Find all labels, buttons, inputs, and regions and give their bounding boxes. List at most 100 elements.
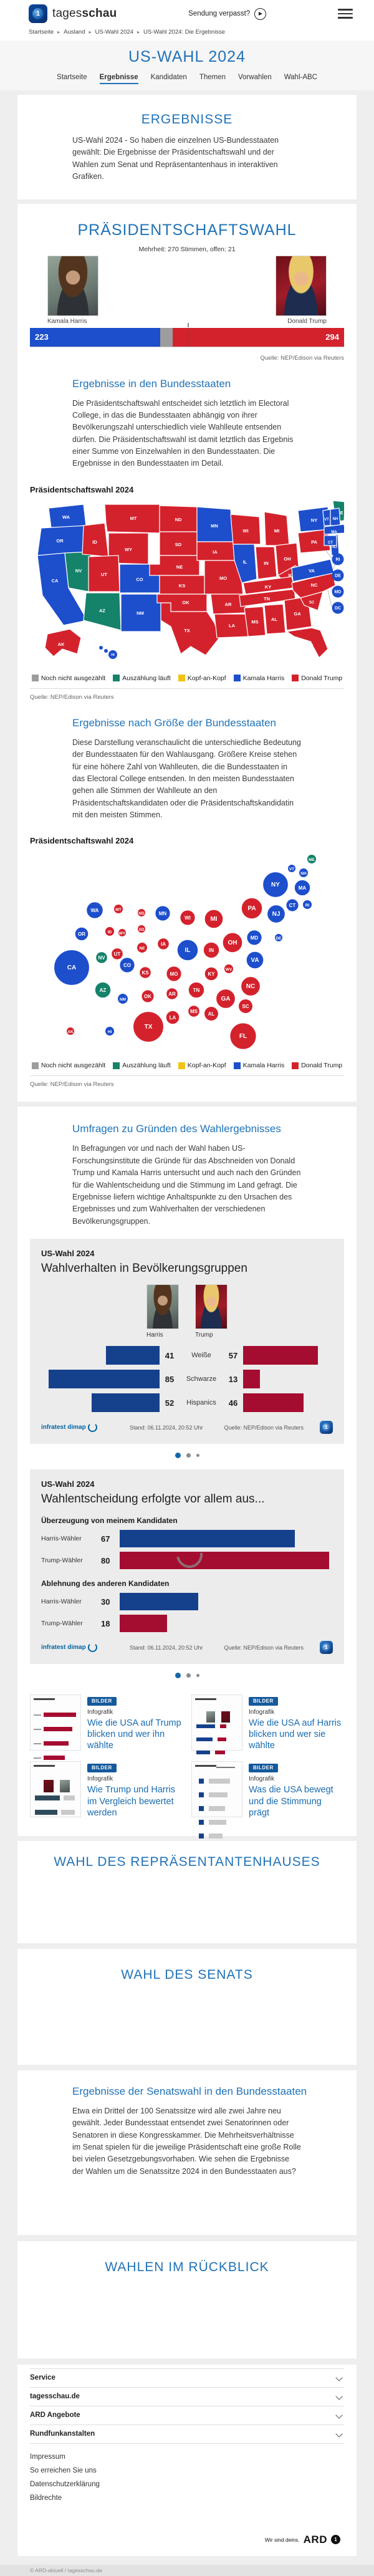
bubble-state-MD[interactable] [246,930,263,946]
state-MD[interactable] [332,585,344,598]
state-MS[interactable] [244,606,266,637]
state-HI[interactable] [104,648,108,653]
teaser-title[interactable]: Wie die USA auf Trump blicken und wer ih… [87,1718,181,1751]
bubble-state-AR[interactable] [165,988,179,1001]
tab-startseite[interactable]: Startseite [57,74,87,81]
bubble-state-IN[interactable] [203,941,220,959]
state-NM[interactable] [120,594,161,632]
bubble-state-ME[interactable] [306,853,317,865]
bubble-state-AL[interactable] [203,1006,219,1022]
state-IN[interactable] [255,546,277,580]
teaser-card[interactable]: BILDER Infografik Wie die USA auf Harris b… [191,1694,344,1781]
bubble-state-AZ[interactable] [94,981,112,999]
breadcrumb-item[interactable]: US-Wahl 2024: Die Ergebnisse [143,29,226,36]
state-WI[interactable] [230,514,261,545]
bubble-state-CO[interactable] [118,957,136,974]
tagesschau-logo[interactable]: 1 tagesschau [29,4,117,23]
footer-link[interactable]: Impressum [30,2453,65,2461]
teaser-title[interactable]: Wie Trump und Harris im Vergleich bewert… [87,1785,176,1818]
bubble-state-MO[interactable] [165,966,183,983]
footer-accordion-ardangebote[interactable]: ARD Angebote [30,2405,344,2425]
bubble-state-MI[interactable] [204,909,224,930]
state-MT[interactable] [104,504,160,534]
state-FL[interactable] [285,627,328,658]
bubble-state-NV[interactable] [95,951,108,964]
state-VT[interactable] [322,509,331,526]
state-NH[interactable] [330,507,341,526]
breadcrumb-item[interactable]: US-Wahl 2024 [95,29,133,36]
bubble-state-ID[interactable] [104,926,115,937]
menu-icon[interactable] [337,9,353,19]
bubble-state-MN[interactable] [154,905,171,922]
tab-ergebnisse[interactable]: Ergebnisse [99,74,138,84]
bubble-state-AK[interactable] [65,1026,75,1036]
footer-link[interactable]: So erreichen Sie uns [30,2466,97,2474]
bubble-state-NY[interactable] [262,871,289,898]
bubble-state-WV[interactable] [223,963,234,974]
teaser-card[interactable]: BILDER Infografik Wie Trump und Harris im … [30,1761,183,1818]
footer-link[interactable]: Bildrechte [30,2494,62,2502]
carousel-dot-2[interactable] [186,1453,191,1458]
teaser-title[interactable]: Was die USA bewegt und die Stimmung präg… [249,1785,333,1818]
bubble-state-MA[interactable] [294,879,311,897]
bubble-state-OR[interactable] [74,926,89,942]
carousel-dot-1[interactable] [175,1673,181,1678]
breadcrumb-item[interactable]: Ausland [64,29,85,36]
state-DE[interactable] [332,569,344,582]
bubble-state-WY[interactable] [117,928,127,938]
play-icon[interactable] [254,7,267,20]
teaser-card[interactable]: BILDER Infografik Was die USA bewegt und d… [191,1761,344,1839]
bubble-state-GA[interactable] [215,989,236,1009]
bubble-state-IA[interactable] [156,938,170,951]
bubble-state-OK[interactable] [140,989,155,1004]
bubble-state-PA[interactable] [241,897,263,920]
bubble-state-VA[interactable] [246,951,264,970]
bubble-state-TX[interactable] [132,1011,165,1043]
bubble-state-SD[interactable] [137,924,146,934]
footer-link[interactable]: Datenschutzerklärung [30,2480,100,2488]
bubble-state-ND[interactable] [137,908,146,918]
state-NE[interactable] [149,555,200,576]
bubble-state-RI[interactable] [302,899,313,910]
bubble-state-MS[interactable] [187,1005,201,1018]
tab-themen[interactable]: Themen [199,74,226,81]
bubble-state-UT[interactable] [110,948,124,961]
carousel-dot-3[interactable] [196,1674,199,1677]
breadcrumb-item[interactable]: Startseite [29,29,54,36]
sendung-verpasst-link[interactable]: Sendung verpasst? [188,7,267,20]
bubble-state-VT[interactable] [287,863,297,873]
bubble-state-DE[interactable] [274,933,284,943]
bubble-state-NE[interactable] [136,941,148,954]
state-AL[interactable] [264,603,286,635]
bubble-state-SC[interactable] [237,998,254,1014]
teaser-card[interactable]: BILDER Infografik Wie die USA auf Trump bl… [30,1694,183,1774]
bubble-state-HI[interactable] [104,1026,115,1037]
bubble-state-LA[interactable] [165,1010,180,1026]
tab-wahl-abc[interactable]: Wahl-ABC [284,74,317,81]
state-HI[interactable] [108,650,117,659]
state-CT[interactable] [324,535,337,546]
carousel-dot-1[interactable] [175,1453,181,1458]
bubble-state-MT[interactable] [113,903,124,915]
state-IL[interactable] [233,544,257,584]
bubble-state-IL[interactable] [176,939,199,962]
bubble-state-CT[interactable] [285,898,300,913]
state-HI[interactable] [99,645,103,650]
carousel-dot-3[interactable] [196,1454,199,1457]
bubble-state-NH[interactable] [298,867,309,878]
carousel-dot-2[interactable] [186,1673,191,1678]
tab-kandidaten[interactable]: Kandidaten [150,74,187,81]
bubble-state-OH[interactable] [222,932,243,954]
bubble-state-FL[interactable] [229,1022,257,1050]
bubble-state-NM[interactable] [117,992,129,1005]
bubble-state-NJ[interactable] [266,905,286,924]
bubble-state-CA[interactable] [53,949,90,986]
bubble-state-TN[interactable] [188,981,205,999]
state-DC[interactable] [332,602,344,614]
state-TX[interactable] [160,602,220,656]
state-RI[interactable] [332,553,344,565]
footer-accordion-service[interactable]: Service [30,2368,344,2387]
teaser-title[interactable]: Wie die USA auf Harris blicken und wer s… [249,1718,342,1751]
bubble-state-KS[interactable] [138,966,152,979]
bubble-state-KY[interactable] [204,966,219,982]
